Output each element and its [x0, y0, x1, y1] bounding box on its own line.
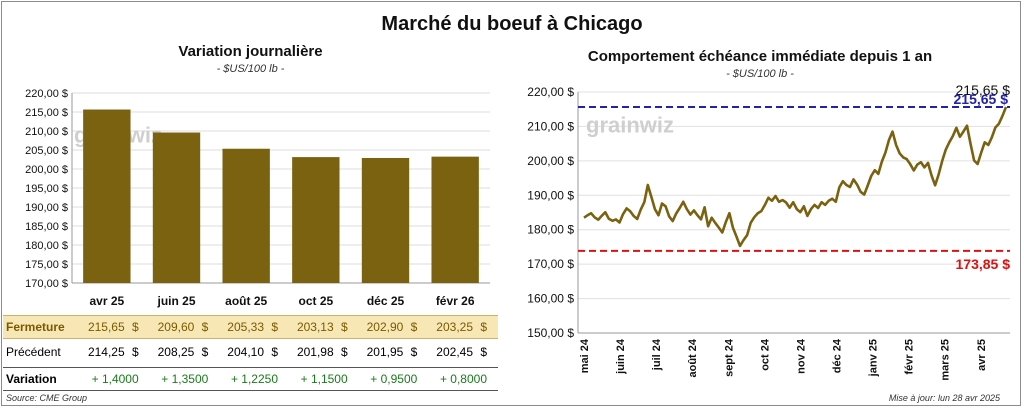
- x-tick-label: déc 25: [367, 294, 405, 308]
- y-tick-label: 210,00 $: [527, 119, 574, 133]
- watermark-logo: grainwiz: [586, 112, 674, 137]
- table-cell: 214,25: [87, 345, 125, 359]
- x-tick-label: août 25: [225, 294, 267, 308]
- update-note: Mise à jour: lun 28 avr 2025: [888, 393, 1000, 403]
- table-cell: 202,45: [436, 345, 473, 359]
- line-chart: 150,00 $ 160,00 $ 170,00 $ 180,00 $ 190,00 $…: [527, 82, 1011, 381]
- line-panel-unit: - $US/100 lb -: [726, 68, 794, 80]
- source-note: Source: CME Group: [6, 393, 88, 403]
- x-tick-label: févr 26: [436, 294, 475, 308]
- table-cell: 209,60: [157, 320, 195, 334]
- table-cell: 201,98: [296, 345, 334, 359]
- x-tick-label: sept 24: [723, 338, 735, 377]
- row-label: Fermeture: [6, 320, 65, 334]
- y-tick-label: 200,00 $: [527, 154, 574, 168]
- y-tick-label: 175,00 $: [25, 259, 68, 271]
- y-tick-label: 180,00 $: [25, 240, 68, 252]
- currency-sign: $: [340, 345, 348, 359]
- x-tick-label: déc 24: [831, 338, 843, 373]
- currency-sign: $: [201, 320, 209, 334]
- price-series-line: [583, 106, 1008, 248]
- y-tick-label: 205,00 $: [25, 145, 68, 157]
- x-tick-label: oct 24: [759, 338, 771, 371]
- y-tick-label: 150,00 $: [527, 326, 574, 340]
- y-tick-label: 220,00 $: [527, 85, 574, 99]
- table-cell: + 0,8000: [439, 372, 487, 386]
- table-cell: + 1,1500: [300, 372, 348, 386]
- table-cell: 208,25: [157, 345, 195, 359]
- y-tick-label: 170,00 $: [25, 278, 68, 290]
- x-tick-label: juil 24: [651, 338, 663, 371]
- table-cell: 203,25: [436, 320, 473, 334]
- table-cell: 215,65: [87, 320, 125, 334]
- y-tick-label: 215,00 $: [25, 107, 68, 119]
- bar: [222, 148, 270, 283]
- x-tick-label: juin 24: [615, 338, 627, 375]
- currency-sign: $: [271, 345, 278, 359]
- bar-panel-unit: - $US/100 lb -: [216, 63, 285, 75]
- table-row-previous: Précédent 214,25 $208,25 $204,10 $201,98 $20…: [3, 341, 498, 363]
- x-tick-label: nov 24: [795, 338, 807, 374]
- table-cell: 201,95: [366, 345, 404, 359]
- y-tick-label: 170,00 $: [527, 257, 574, 271]
- x-tick-label: avr 25: [976, 339, 988, 371]
- x-tick-label: mars 25: [940, 339, 952, 381]
- y-tick-label: 190,00 $: [25, 202, 68, 214]
- bar-chart: 170,00 $ 175,00 $ 180,00 $ 185,00 $ 190,00 $…: [25, 88, 490, 308]
- line-panel-title: Comportement échéance immédiate depuis 1…: [587, 48, 933, 65]
- y-tick-label: 195,00 $: [25, 183, 68, 195]
- x-tick-label: févr 25: [904, 339, 916, 374]
- table-cell: + 1,4000: [91, 372, 139, 386]
- currency-sign: $: [340, 320, 348, 334]
- y-tick-label: 210,00 $: [25, 126, 68, 138]
- bar: [431, 156, 479, 283]
- high-value-label: 215,65 $: [954, 91, 1009, 107]
- table-cell: + 1,2250: [230, 372, 278, 386]
- currency-sign: $: [131, 320, 139, 334]
- y-tick-label: 190,00 $: [527, 188, 574, 202]
- bar: [292, 157, 340, 283]
- y-tick-label: 220,00 $: [25, 88, 68, 100]
- table-cell: 205,33: [227, 320, 264, 334]
- currency-sign: $: [410, 345, 418, 359]
- y-tick-label: 185,00 $: [25, 221, 68, 233]
- x-tick-label: oct 25: [298, 294, 333, 308]
- y-tick-label: 180,00 $: [527, 223, 574, 237]
- bar: [152, 132, 201, 283]
- last-value-label: 215,65 $: [956, 82, 1011, 98]
- bar: [361, 157, 410, 283]
- y-tick-label: 200,00 $: [25, 164, 68, 176]
- currency-sign: $: [410, 320, 418, 334]
- table-cell: 204,10: [227, 345, 264, 359]
- table-row-change: Variation + 1,4000 + 1,3500 + 1,2250 + 1,15…: [3, 367, 498, 391]
- row-label: Précédent: [6, 345, 61, 359]
- x-tick-label: août 24: [687, 338, 699, 377]
- page-title: Marché du boeuf à Chicago: [381, 13, 643, 35]
- x-tick-label: mai 24: [579, 338, 591, 373]
- bar-panel-title: Variation journalière: [178, 43, 323, 60]
- bar: [83, 109, 131, 283]
- x-tick-label: avr 25: [89, 294, 124, 308]
- table-row-close: Fermeture 215,65 $209,60 $205,33 $203,13 $20…: [3, 315, 498, 339]
- table-cell: 202,90: [366, 320, 404, 334]
- low-value-label: 173,85 $: [956, 256, 1011, 272]
- currency-sign: $: [480, 345, 487, 359]
- currency-sign: $: [480, 320, 487, 334]
- currency-sign: $: [201, 345, 209, 359]
- table-cell: + 0,9500: [370, 372, 418, 386]
- row-label: Variation: [6, 372, 57, 386]
- y-tick-label: 160,00 $: [527, 292, 574, 306]
- table-cell: 203,13: [296, 320, 334, 334]
- x-tick-label: janv 25: [868, 339, 880, 377]
- currency-sign: $: [271, 320, 278, 334]
- currency-sign: $: [131, 345, 139, 359]
- table-cell: + 1,3500: [161, 372, 209, 386]
- x-tick-label: juin 25: [156, 294, 195, 308]
